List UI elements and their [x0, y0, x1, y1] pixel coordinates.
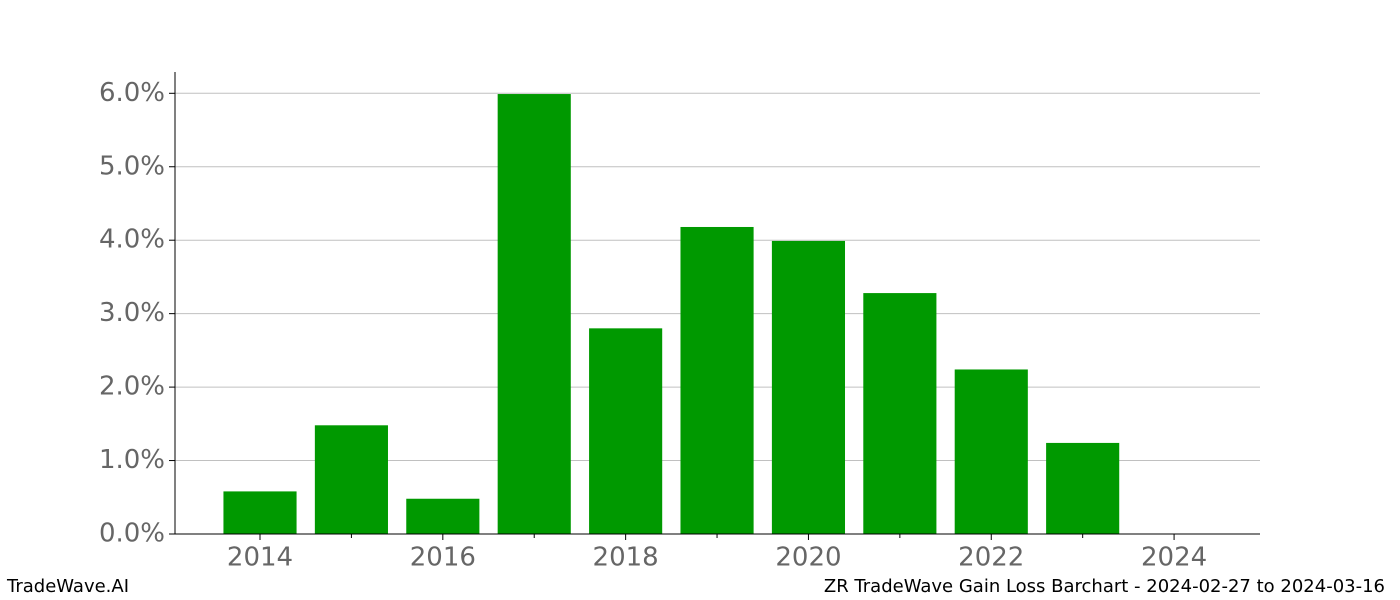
- bar: [223, 491, 297, 534]
- x-tick-label: 2022: [958, 543, 1024, 573]
- bar: [589, 328, 663, 534]
- x-tick-label: 2020: [775, 543, 841, 573]
- y-tick-label: 2.0%: [99, 372, 165, 402]
- bar: [680, 226, 754, 534]
- footer-left: TradeWave.AI: [6, 576, 129, 597]
- bar: [1046, 442, 1120, 534]
- bar: [863, 293, 937, 534]
- footer-right: ZR TradeWave Gain Loss Barchart - 2024-0…: [824, 576, 1385, 597]
- x-tick-label: 2014: [227, 543, 293, 573]
- y-tick-label: 5.0%: [99, 151, 165, 181]
- y-tick-label: 0.0%: [99, 519, 165, 549]
- bar: [497, 94, 571, 534]
- y-tick-label: 4.0%: [99, 225, 165, 255]
- bar: [771, 240, 846, 534]
- bar: [314, 425, 388, 534]
- y-tick-label: 3.0%: [99, 298, 165, 328]
- y-tick-label: 1.0%: [99, 445, 165, 475]
- x-tick-label: 2016: [410, 543, 476, 573]
- x-tick-label: 2024: [1141, 543, 1207, 573]
- x-tick-label: 2018: [593, 543, 659, 573]
- y-tick-label: 6.0%: [99, 78, 165, 108]
- bar: [406, 498, 480, 534]
- bar: [954, 369, 1028, 534]
